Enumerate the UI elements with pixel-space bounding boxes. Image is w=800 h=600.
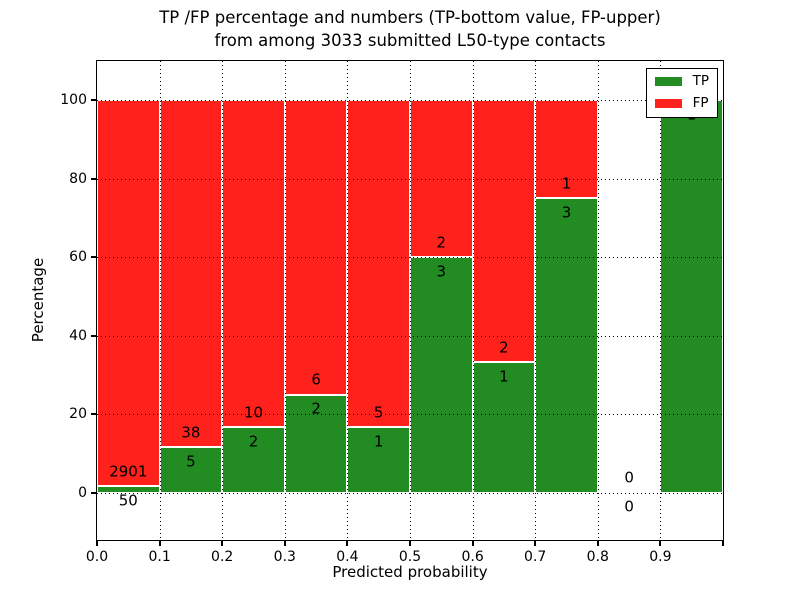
bar-segment-fp <box>97 100 160 487</box>
axes: 29015038510262512321130010204060801000.0… <box>60 60 724 565</box>
bar-segment-fp <box>222 100 285 428</box>
y-tick-mark <box>91 413 97 416</box>
tp-legend-swatch-icon <box>654 77 682 87</box>
x-tick-label: 0.2 <box>211 549 234 565</box>
fp-count-label: 2 <box>499 338 509 357</box>
legend: TP FP <box>645 68 718 118</box>
x-tick-label: 0.9 <box>649 549 672 565</box>
chart-title: TP /FP percentage and numbers (TP-bottom… <box>96 7 724 53</box>
legend-entry: FP <box>654 94 709 111</box>
y-tick-label: 100 <box>60 92 87 109</box>
x-tick-mark <box>534 540 537 546</box>
bar-segment-fp <box>472 100 536 363</box>
tp-count-label: 3 <box>561 203 572 222</box>
x-tick-mark <box>283 540 286 546</box>
fp-count-label: 6 <box>311 370 321 389</box>
x-tick-mark <box>346 540 349 546</box>
bar-segment-tp <box>660 100 723 493</box>
bar-segment-tp <box>410 257 473 493</box>
bar-segment-tp <box>347 427 410 493</box>
bar-segment-fp <box>159 100 223 448</box>
y-tick-mark <box>91 334 97 337</box>
x-tick-mark <box>659 540 662 546</box>
y-tick-mark <box>91 177 97 180</box>
x-tick-mark <box>409 540 411 546</box>
fp-count-label: 1 <box>561 174 572 193</box>
x-tick-label: 0.5 <box>398 549 422 565</box>
fp-count-label: 38 <box>181 423 201 442</box>
x-tick-mark <box>158 540 161 546</box>
fp-count-label: 5 <box>373 403 384 422</box>
x-tick-mark <box>221 540 224 546</box>
y-tick-label: 40 <box>69 327 87 344</box>
y-tick-label: 0 <box>78 484 87 501</box>
tp-count-label: 2 <box>248 432 259 451</box>
fp-legend-swatch-icon <box>654 98 682 108</box>
y-tick-mark <box>91 99 97 102</box>
x-tick-label: 0.4 <box>336 549 359 565</box>
tp-count-label: 1 <box>499 367 509 386</box>
x-tick-label: 0.8 <box>586 549 609 565</box>
x-tick-label: 0.7 <box>524 549 547 565</box>
fp-count-label: 2 <box>436 233 447 252</box>
tp-count-label: 5 <box>186 452 196 471</box>
tp-count-label: 0 <box>624 497 634 516</box>
vertical-gridline <box>410 61 411 540</box>
legend-entry-label: TP <box>692 73 709 89</box>
y-tick-label: 60 <box>69 249 87 266</box>
x-tick-label: 0.1 <box>148 549 171 565</box>
vertical-gridline <box>222 61 224 540</box>
y-tick-mark <box>91 491 97 494</box>
chart-title-line1: TP /FP percentage and numbers (TP-bottom… <box>159 8 661 27</box>
x-axis-label: Predicted probability <box>332 563 488 581</box>
fp-count-label: 0 <box>624 468 634 487</box>
vertical-gridline <box>159 61 161 540</box>
vertical-gridline <box>597 61 599 540</box>
bar-segment-tp <box>284 394 348 493</box>
vertical-gridline <box>535 61 537 540</box>
chart-title-line2: from among 3033 submitted L50-type conta… <box>214 30 606 50</box>
vertical-gridline <box>284 61 286 540</box>
tp-count-label: 1 <box>373 432 384 451</box>
x-tick-mark <box>471 540 474 546</box>
vertical-gridline <box>660 61 662 540</box>
legend-entry: TP <box>654 73 709 89</box>
x-tick-mark <box>596 540 599 546</box>
x-tick-label: 0.3 <box>273 549 296 565</box>
bar-segment-tp <box>159 447 223 493</box>
y-tick-label: 20 <box>69 406 87 423</box>
x-tick-label: 0.0 <box>85 549 109 565</box>
bar-segment-fp <box>535 100 598 199</box>
tp-count-label: 50 <box>118 491 138 510</box>
legend-entry-label: FP <box>692 94 709 111</box>
x-tick-label: 0.6 <box>461 549 484 565</box>
y-tick-label: 80 <box>69 170 87 187</box>
tp-count-label: 2 <box>311 399 321 418</box>
bar-segment-fp <box>347 100 410 428</box>
bar-segment-fp <box>284 100 348 395</box>
y-axis-label: Percentage <box>29 257 47 343</box>
vertical-gridline <box>347 61 349 540</box>
bar-segment-tp <box>97 486 160 493</box>
x-tick-mark <box>722 540 724 546</box>
fp-count-label: 2901 <box>109 462 148 481</box>
fp-count-label: 10 <box>243 403 264 422</box>
tp-count-label: 3 <box>436 262 447 281</box>
x-tick-mark <box>96 540 98 546</box>
vertical-gridline <box>472 61 474 540</box>
y-tick-mark <box>91 256 97 259</box>
bar-segment-tp <box>472 362 536 493</box>
bar-segment-tp <box>535 198 598 493</box>
